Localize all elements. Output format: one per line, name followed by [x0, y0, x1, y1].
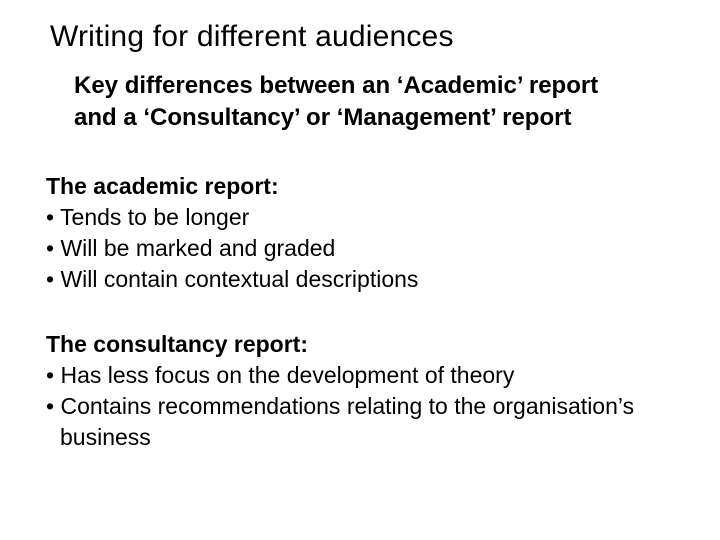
slide: Writing for different audiences Key diff…: [0, 0, 720, 540]
subtitle-line-1: Key differences between an ‘Academic’ re…: [74, 72, 598, 99]
slide-subtitle: Key differences between an ‘Academic’ re…: [74, 70, 680, 135]
section-academic-heading: The academic report:: [46, 171, 680, 202]
bullet-item: Contains recommendations relating to the…: [46, 391, 680, 422]
bullet-item: Has less focus on the development of the…: [46, 360, 680, 391]
bullet-item: Will be marked and graded: [46, 233, 680, 264]
subtitle-line-2: and a ‘Consultancy’ or ‘Management’ repo…: [74, 104, 571, 131]
bullet-item: Tends to be longer: [46, 202, 680, 233]
section-academic: The academic report: Tends to be longer …: [46, 171, 680, 295]
bullet-item: Will contain contextual descriptions: [46, 264, 680, 295]
section-consultancy-heading: The consultancy report:: [46, 329, 680, 360]
bullet-wrap-line: business: [46, 422, 680, 453]
slide-title: Writing for different audiences: [50, 20, 680, 54]
section-consultancy: The consultancy report: Has less focus o…: [46, 329, 680, 453]
